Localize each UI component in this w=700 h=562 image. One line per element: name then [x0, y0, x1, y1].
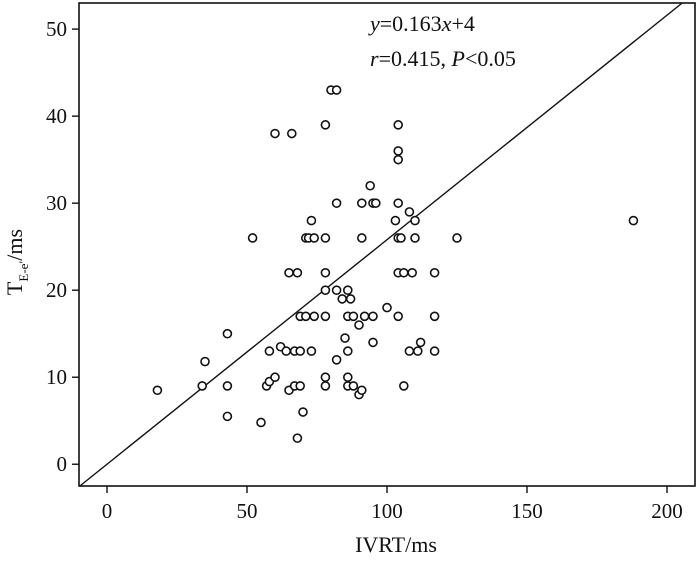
data-point: [410, 215, 420, 226]
plot-frame: [78, 2, 696, 487]
data-point: [393, 146, 404, 156]
data-point: [281, 346, 292, 356]
data-point: [393, 154, 404, 165]
data-point: [370, 198, 381, 208]
data-point: [354, 320, 364, 330]
data-point: [340, 333, 350, 343]
data-point: [331, 355, 342, 365]
data-point: [368, 337, 378, 348]
y-tick-label: 10: [46, 365, 67, 389]
data-point: [356, 198, 367, 208]
data-point: [429, 346, 440, 356]
data-points: [152, 85, 639, 443]
data-point: [398, 381, 409, 391]
data-point: [320, 267, 331, 278]
data-point: [429, 311, 440, 322]
data-point: [256, 417, 266, 428]
x-axis-ticks: 0 50 100 150 200: [102, 486, 683, 523]
data-point: [309, 233, 320, 243]
data-point: [331, 85, 342, 95]
data-point: [292, 267, 303, 278]
data-point: [337, 294, 348, 304]
data-point: [295, 346, 306, 356]
data-point: [359, 311, 370, 322]
data-point: [429, 267, 440, 278]
data-point: [200, 356, 210, 367]
y-tick-label: 0: [57, 452, 68, 476]
regression-equation: y=0.163x+4: [368, 11, 475, 36]
data-point: [348, 311, 359, 322]
data-point: [222, 328, 233, 339]
data-point: [306, 215, 317, 226]
data-point: [152, 385, 163, 396]
data-point: [331, 285, 342, 295]
data-point: [365, 180, 376, 191]
data-point: [393, 120, 404, 130]
data-point: [393, 198, 404, 208]
data-point: [396, 233, 406, 243]
data-point: [320, 381, 331, 391]
data-point: [298, 407, 308, 417]
y-axis-ticks: 0 10 20 30 40 50: [46, 17, 79, 476]
data-point: [320, 120, 331, 130]
data-point: [415, 337, 426, 348]
data-point: [320, 372, 331, 383]
data-point: [295, 381, 306, 391]
data-point: [247, 233, 258, 243]
data-point: [320, 233, 331, 243]
data-point: [320, 311, 331, 322]
data-point: [342, 346, 353, 356]
data-point: [404, 346, 415, 356]
x-axis-title: IVRT/ms: [355, 532, 437, 557]
data-point: [197, 381, 207, 391]
data-point: [398, 267, 409, 278]
data-point: [393, 311, 404, 322]
data-point: [300, 311, 311, 322]
y-tick-label: 40: [46, 104, 67, 128]
data-point: [264, 346, 275, 356]
data-point: [292, 433, 303, 443]
correlation-stats: r=0.415, P<0.05: [370, 46, 516, 71]
data-point: [452, 233, 462, 243]
data-point: [348, 381, 359, 391]
data-point: [356, 233, 367, 243]
data-point: [407, 267, 418, 278]
data-point: [222, 381, 233, 391]
data-point: [404, 207, 415, 217]
data-point: [306, 346, 317, 356]
regression-line: [79, 2, 683, 487]
data-point: [412, 346, 423, 356]
data-point: [270, 372, 280, 383]
data-point: [382, 302, 392, 313]
data-point: [222, 411, 233, 422]
data-point: [356, 385, 367, 396]
data-point: [368, 311, 378, 322]
data-point: [345, 294, 356, 304]
y-tick-label: 30: [46, 191, 67, 215]
x-tick-label: 50: [237, 499, 258, 523]
data-point: [270, 128, 280, 139]
data-point: [286, 128, 297, 139]
x-tick-label: 0: [102, 499, 113, 523]
data-point: [342, 372, 353, 383]
x-tick-label: 100: [371, 499, 403, 523]
data-point: [410, 233, 420, 243]
data-point: [331, 198, 342, 208]
y-axis-title: TE-e′/ms: [2, 229, 31, 295]
data-point: [284, 267, 294, 278]
data-point: [390, 215, 401, 226]
y-tick-label: 20: [46, 278, 67, 302]
y-tick-label: 50: [46, 17, 67, 41]
data-point: [342, 285, 353, 295]
x-tick-label: 200: [651, 499, 683, 523]
data-point: [628, 215, 639, 226]
data-point: [309, 311, 320, 322]
data-point: [320, 285, 331, 295]
x-tick-label: 150: [511, 499, 543, 523]
